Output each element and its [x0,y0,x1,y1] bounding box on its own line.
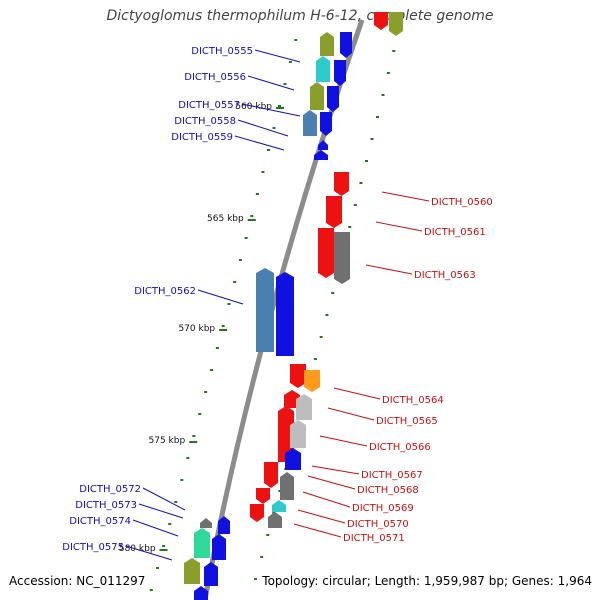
gene-label-left: DICTH_0556 [184,72,246,83]
gene-block [194,586,208,600]
length-value: 1,959,987 bp [423,574,504,588]
gene-label-right: DICTH_0564 [382,395,444,406]
leader-line [307,475,356,490]
gene-block [334,232,350,284]
gene-label-left: DICTH_0573 [75,500,137,511]
leader-line [375,221,423,232]
gene-block [212,534,226,560]
leader-line [333,387,381,400]
gene-block [276,272,294,356]
gene-block [200,518,212,528]
gene-label-right: DICTH_0560 [431,197,493,208]
gene-label-left: DICTH_0572 [79,484,141,495]
leader-line [297,509,346,524]
accession-label: Accession: [9,574,73,588]
gene-block [256,488,270,504]
gene-label-right: DICTH_0566 [369,442,431,453]
gene-label-left: DICTH_0562 [134,286,196,297]
gene-label-right: DICTH_0563 [414,270,476,281]
gene-label-right: DICTH_0567 [361,470,423,481]
genes-value: 1,964 [557,574,592,588]
gene-block [326,196,342,228]
gene-block [264,462,278,488]
gene-block [290,420,306,448]
leader-line [132,519,179,537]
gene-block [285,448,301,470]
gene-block [314,150,328,160]
gene-block [316,56,330,82]
gene-block [340,32,352,58]
gene-label-right: DICTH_0561 [424,227,486,238]
gene-label-right: DICTH_0569 [352,503,414,514]
leader-line [302,491,351,508]
gene-block [184,558,200,584]
gene-label-right: DICTH_0568 [357,485,419,496]
leader-line [311,465,360,475]
gene-block [327,86,339,112]
accession-value: NC_011297 [76,574,146,588]
gene-labels: DICTH_0555 DICTH_0556 DICTH_0557 DICTH_0558… [62,46,492,553]
gene-features [184,12,403,600]
gene-block [334,172,349,196]
leader-line [125,545,173,561]
gene-label-left: DICTH_0575 [62,542,124,553]
gene-block [318,140,328,150]
gene-label-left: DICTH_0558 [174,116,236,127]
leader-line [234,135,285,151]
gene-block [304,370,320,392]
genome-stats: Topology: circular; Length: 1,959,987 bp… [262,574,592,588]
leader-line [142,487,186,511]
gene-block [290,364,306,388]
leader-line [197,289,244,305]
gene-label-left: DICTH_0559 [171,132,233,143]
scale-label: 565 kbp [207,214,244,224]
gene-block [194,528,210,558]
leader-line [138,503,184,519]
gene-block [218,516,230,534]
gene-block [310,82,324,110]
topology-label: Topology: [262,574,319,588]
leader-line [241,103,301,117]
gene-block [268,512,282,528]
leader-line [365,264,413,275]
gene-block [320,32,334,56]
gene-label-right: DICTH_0565 [376,416,438,427]
gene-label-left: DICTH_0574 [69,516,131,527]
leader-line [327,407,375,421]
gene-block [296,394,312,420]
scale-label: 575 kbp [149,436,186,446]
leader-line [293,523,342,538]
topology-value: circular [322,574,367,588]
label-leaders [125,49,430,561]
scale-label: 560 kbp [235,102,272,112]
gene-block [256,268,274,352]
leader-line [237,119,289,137]
gene-block [303,110,317,136]
accession-info: Accession: NC_011297 [9,574,145,588]
scale-label: 570 kbp [178,324,215,334]
gene-block [272,500,286,512]
gene-block [389,12,403,36]
gene-label-right: DICTH_0570 [347,519,409,530]
leader-line [247,75,295,91]
leader-line [319,435,368,447]
gene-block [318,228,334,278]
gene-label-right: DICTH_0571 [343,533,405,544]
gene-label-left: DICTH_0555 [191,46,253,57]
gene-block [204,562,218,586]
genes-label: Genes: [511,574,554,588]
leader-line [254,49,301,63]
gene-block [320,112,332,136]
gene-label-left: DICTH_0557 [178,100,240,111]
gene-block [374,12,388,30]
leader-line [381,191,430,202]
length-label: Length: [374,574,421,588]
gene-block [334,60,346,86]
gene-block [250,504,264,522]
gene-block [280,472,294,500]
